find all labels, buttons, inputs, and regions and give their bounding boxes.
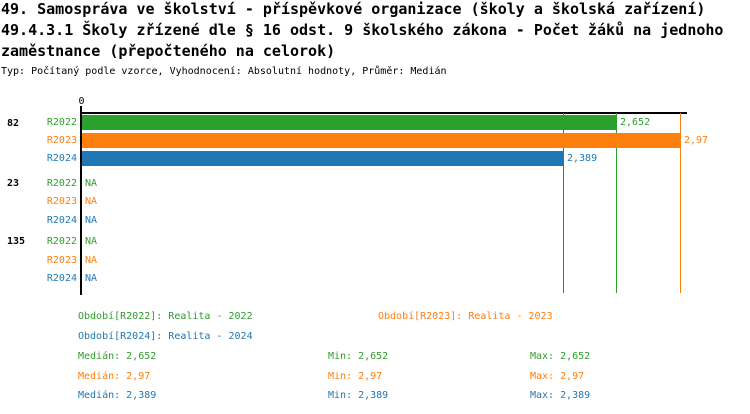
na-value-label: NA [85, 178, 98, 189]
report-subtitle: Typ: Počítaný podle vzorce, Vyhodnocení:… [1, 66, 447, 77]
na-value-label: NA [85, 255, 98, 266]
legend-max-r2024: Max: 2,389 [530, 390, 591, 401]
na-value-label: NA [85, 196, 98, 207]
group-label-135: 135 [7, 236, 26, 247]
na-value-label: NA [85, 273, 98, 284]
report-title-line3: zaměstnance (přepočteného na celorok) [1, 42, 336, 60]
row-label-r2022: R2022 [46, 236, 77, 247]
legend-period-r2023: Období[R2023]: Realita - 2023 [378, 311, 553, 322]
legend-median-r2022: Medián: 2,652 [78, 351, 157, 362]
row-label-r2023: R2023 [46, 135, 77, 146]
row-label-r2024: R2024 [46, 273, 77, 284]
report-title-line2: 49.4.3.1 Školy zřízené dle § 16 odst. 9 … [1, 21, 724, 39]
legend-period-r2022: Období[R2022]: Realita - 2022 [78, 311, 253, 322]
row-label-r2023: R2023 [46, 196, 77, 207]
legend-median-r2024: Medián: 2,389 [78, 390, 157, 401]
legend-max-r2023: Max: 2,97 [530, 371, 585, 382]
row-label-r2022: R2022 [46, 178, 77, 189]
bar-value-label-r2024: 2,389 [567, 153, 598, 164]
row-label-r2024: R2024 [46, 215, 77, 226]
bar-r2023 [82, 133, 680, 148]
y-axis-line [80, 106, 82, 295]
na-value-label: NA [85, 215, 98, 226]
legend-max-r2022: Max: 2,652 [530, 351, 591, 362]
bar-r2022 [82, 115, 616, 130]
report-title-line1: 49. Samospráva ve školství - příspěvkové… [1, 0, 706, 18]
bar-value-label-r2022: 2,652 [620, 117, 651, 128]
legend-min-r2024: Min: 2,389 [328, 390, 389, 401]
x-axis-zero-tick-label: 0 [78, 96, 85, 107]
legend-min-r2022: Min: 2,652 [328, 351, 389, 362]
na-value-label: NA [85, 236, 98, 247]
legend-min-r2023: Min: 2,97 [328, 371, 383, 382]
bar-value-label-r2023: 2,97 [684, 135, 709, 146]
reference-line-r2024 [563, 113, 564, 293]
reference-line-r2022 [616, 113, 617, 293]
legend-period-r2024: Období[R2024]: Realita - 2024 [78, 331, 253, 342]
x-axis-line [80, 112, 687, 114]
group-label-23: 23 [7, 178, 20, 189]
group-label-82: 82 [7, 118, 20, 129]
row-label-r2023: R2023 [46, 255, 77, 266]
legend-median-r2023: Medián: 2,97 [78, 371, 151, 382]
row-label-r2024: R2024 [46, 153, 77, 164]
bar-r2024 [82, 151, 563, 166]
row-label-r2022: R2022 [46, 117, 77, 128]
reference-line-r2023 [680, 113, 681, 293]
